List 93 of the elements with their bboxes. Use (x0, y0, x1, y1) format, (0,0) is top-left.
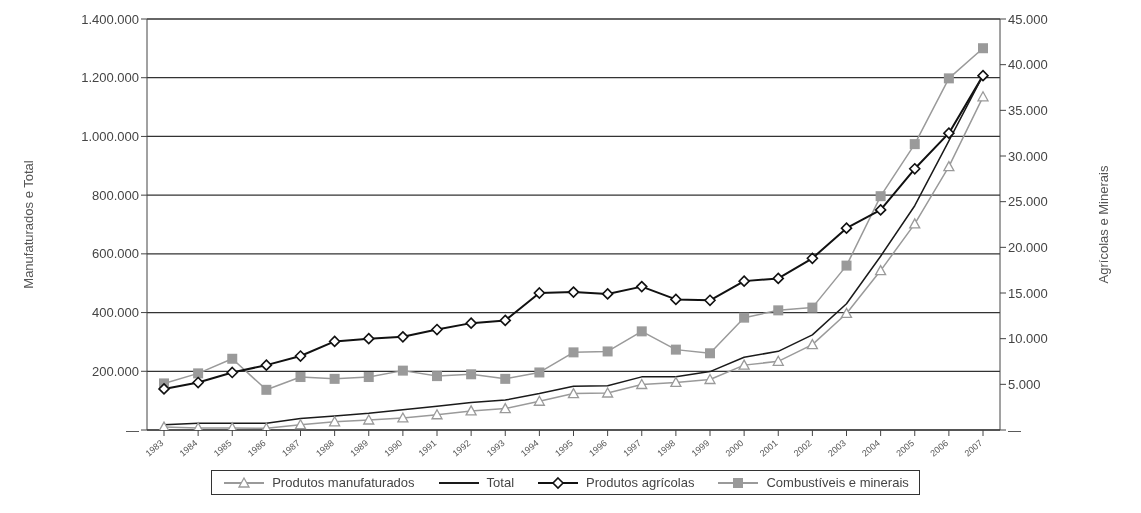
point (363, 372, 374, 383)
point (636, 326, 647, 337)
point (568, 347, 579, 358)
y2-tick-label: 40.000 (1008, 57, 1048, 73)
y2-tick-label: — (1008, 422, 1021, 438)
point (670, 293, 682, 306)
point (978, 43, 988, 54)
point (431, 323, 443, 336)
point (874, 264, 887, 276)
point (874, 204, 887, 216)
point (260, 359, 273, 371)
point (738, 275, 750, 287)
point (601, 288, 614, 300)
point (875, 191, 886, 202)
y-tick-label: 600.000 (92, 246, 139, 262)
point (977, 91, 989, 102)
point (806, 338, 819, 350)
y-tick-label: — (126, 422, 139, 438)
y2-tick-label: 5.000 (1008, 376, 1041, 392)
point (704, 373, 716, 385)
point (294, 350, 307, 362)
point (772, 272, 785, 285)
point (704, 294, 716, 307)
point (499, 402, 511, 414)
point (943, 73, 954, 84)
y-axis-title: Manufaturados e Total (20, 160, 36, 289)
point (193, 368, 204, 379)
point (806, 252, 819, 265)
y2-tick-label: 45.000 (1008, 11, 1048, 27)
point (909, 139, 920, 150)
legend-label: Total (486, 475, 515, 490)
point (738, 359, 750, 370)
point (500, 373, 511, 384)
point (533, 395, 546, 406)
point (294, 419, 307, 430)
point (909, 218, 921, 229)
point (329, 373, 340, 384)
y-tick-label: 200.000 (92, 363, 139, 379)
point (602, 346, 613, 357)
point (636, 378, 648, 390)
point (466, 369, 477, 380)
legend-label: Combustíveis e minerais (766, 475, 909, 490)
point (841, 260, 852, 271)
y2-tick-label: 10.000 (1008, 331, 1048, 347)
y-tick-label: 1.200.000 (81, 70, 139, 86)
point (670, 344, 681, 355)
point (226, 366, 239, 379)
point (567, 387, 580, 399)
point (739, 312, 750, 323)
point (534, 367, 545, 378)
point (261, 384, 272, 395)
point (227, 353, 238, 364)
y-tick-label: 1.000.000 (81, 129, 139, 145)
point (533, 287, 546, 299)
point (977, 69, 989, 82)
y-tick-label: 800.000 (92, 187, 139, 203)
point (601, 387, 614, 398)
point (362, 332, 375, 345)
y2-tick-label: 20.000 (1008, 239, 1048, 255)
point (158, 383, 170, 395)
point (328, 335, 341, 348)
point (397, 365, 408, 376)
legend-label: Produtos agrícolas (586, 475, 695, 490)
point (773, 305, 784, 316)
point (363, 414, 375, 425)
point (943, 161, 955, 172)
point (908, 160, 921, 175)
point (328, 416, 341, 427)
point (635, 280, 648, 293)
legend-label: Produtos manufaturados (272, 475, 415, 490)
point (397, 412, 409, 423)
point (943, 127, 955, 139)
y2-tick-label: 15.000 (1008, 285, 1048, 301)
point (499, 314, 512, 327)
point (295, 372, 306, 383)
point (432, 371, 442, 382)
point (807, 302, 818, 313)
point (567, 286, 580, 298)
y2-axis-title: Agrícolas e Minerais (1095, 165, 1111, 284)
point (465, 405, 477, 416)
point (192, 376, 204, 389)
y-tick-label: 400.000 (92, 305, 139, 321)
y-tick-label: 1.400.000 (81, 11, 139, 27)
point (465, 317, 477, 329)
point (670, 376, 682, 388)
point (840, 307, 853, 319)
point (772, 355, 784, 366)
point (431, 409, 443, 420)
y2-tick-label: 35.000 (1008, 102, 1048, 118)
y2-tick-label: 25.000 (1008, 194, 1048, 210)
point (397, 331, 409, 343)
point (705, 348, 715, 359)
y2-tick-label: 30.000 (1008, 148, 1048, 164)
